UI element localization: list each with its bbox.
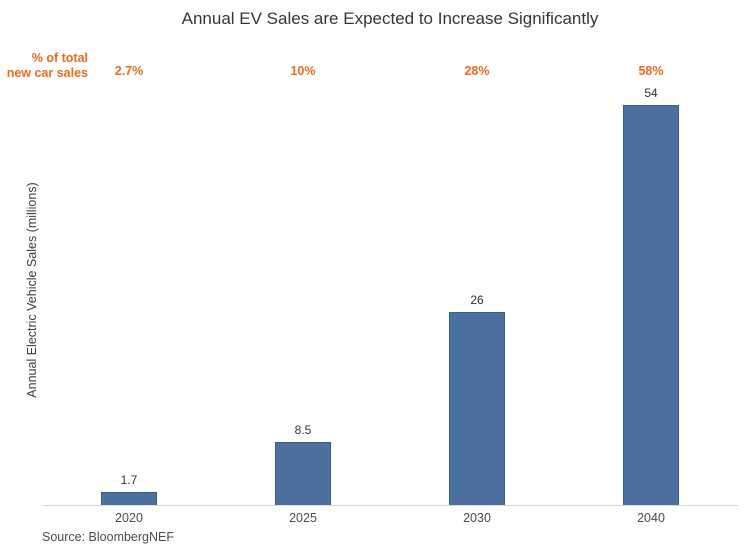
bar-group-2040: 54 — [564, 86, 738, 505]
bar — [275, 442, 331, 505]
x-axis-line — [42, 505, 738, 506]
x-tick-label-2040: 2040 — [637, 511, 665, 525]
pct-axis-label-line1: % of total — [31, 51, 88, 65]
x-tick-label-2025: 2025 — [289, 511, 317, 525]
bar-value-label: 1.7 — [120, 473, 138, 488]
pct-axis-label-line2: new car sales — [6, 66, 88, 80]
bar-value-label: 8.5 — [294, 423, 312, 437]
y-axis-label: Annual Electric Vehicle Sales (millions) — [25, 182, 39, 398]
x-tick-label-2030: 2030 — [463, 511, 491, 525]
x-tick-label-2020: 2020 — [115, 511, 143, 525]
chart-title: Annual EV Sales are Expected to Increase… — [181, 9, 599, 28]
bar-group-2025: 8.5 — [216, 423, 390, 505]
bar-group-2020: 1.7 — [42, 473, 216, 505]
bar-value-label: 26 — [470, 293, 484, 308]
bar — [449, 312, 505, 505]
bar — [101, 492, 157, 505]
source-note: Source: BloombergNEF — [42, 530, 175, 544]
pct-label-2040: 58% — [638, 64, 664, 78]
bar — [623, 105, 679, 505]
pct-axis-label: % of total new car sales — [0, 51, 88, 81]
pct-label-2020: 2.7% — [114, 64, 144, 78]
bar-group-2030: 26 — [390, 293, 564, 505]
bar-value-label: 54 — [644, 86, 658, 100]
pct-label-2025: 10% — [290, 64, 316, 78]
pct-label-2030: 28% — [464, 64, 490, 78]
